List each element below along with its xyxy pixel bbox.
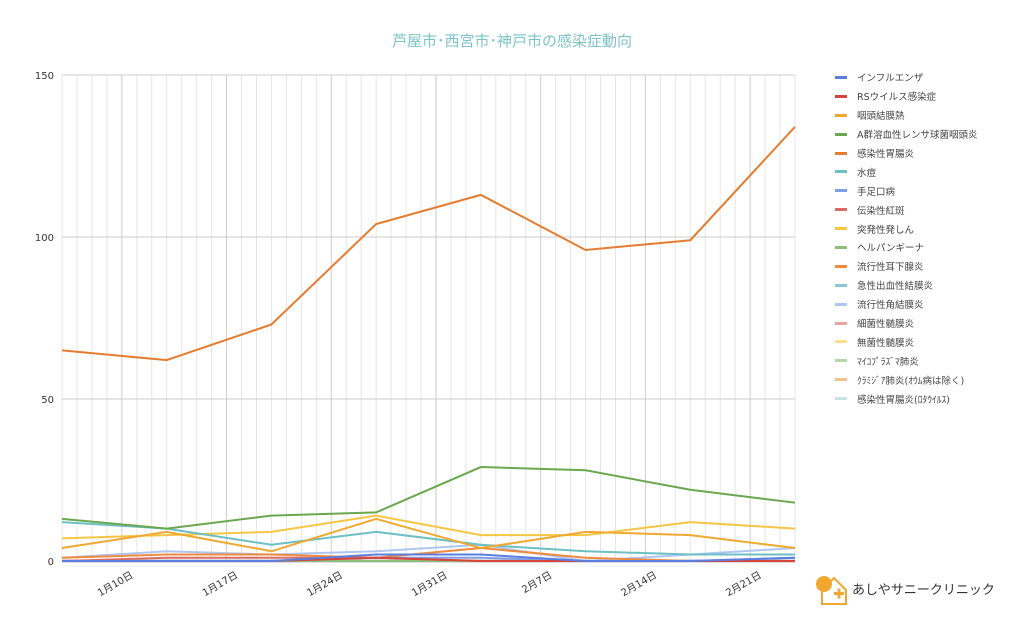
legend-swatch xyxy=(835,113,847,117)
legend-item[interactable]: ﾏｲｺﾌﾟﾗｽﾞﾏ肺炎 xyxy=(835,351,978,370)
legend-swatch xyxy=(835,208,847,212)
legend-label: ﾏｲｺﾌﾟﾗｽﾞﾏ肺炎 xyxy=(857,356,919,368)
series-line xyxy=(61,466,796,530)
sun-house-icon xyxy=(816,576,847,605)
legend-item[interactable]: 伝染性紅斑 xyxy=(835,200,978,219)
legend-swatch xyxy=(835,264,847,268)
legend-label: RSウイルス感染症 xyxy=(857,92,937,104)
legend-item[interactable]: 突発性発しん xyxy=(835,219,978,238)
legend-swatch xyxy=(835,302,847,306)
legend-item[interactable]: 細菌性髄膜炎 xyxy=(835,314,978,333)
x-tick-label: 2月7日 xyxy=(520,569,554,596)
legend-label: 急性出血性結膜炎 xyxy=(857,281,934,293)
legend-item[interactable]: 咽頭結膜熱 xyxy=(835,106,978,125)
series-line xyxy=(61,126,796,362)
legend-item[interactable]: ｸﾗﾐｼﾞｱ肺炎(ｵｳﾑ病は除く) xyxy=(835,370,978,389)
legend-label: 手足口病 xyxy=(857,186,896,198)
legend-label: 感染性胃腸炎 xyxy=(857,149,915,160)
legend-label: 伝染性紅斑 xyxy=(857,205,905,217)
legend-label: 無菌性髄膜炎 xyxy=(857,337,915,349)
legend-item[interactable]: RSウイルス感染症 xyxy=(835,87,978,106)
legend-swatch xyxy=(835,189,847,193)
legend-label: 突発性発しん xyxy=(857,224,915,236)
y-tick-label: 50 xyxy=(41,395,54,406)
series-line xyxy=(61,543,796,563)
x-tick-label: 1月24日 xyxy=(305,569,345,599)
legend-item[interactable]: インフルエンザ xyxy=(835,68,978,87)
legend-label: 感染性胃腸炎(ﾛﾀｳｲﾙｽ) xyxy=(857,394,950,406)
legend-item[interactable]: 感染性胃腸炎 xyxy=(835,144,978,163)
legend-label: 細菌性髄膜炎 xyxy=(857,319,915,331)
chart-title: 芦屋市･西宮市･神戸市の感染症動向 xyxy=(391,32,632,50)
legend-label: 流行性耳下腺炎 xyxy=(857,262,924,274)
legend-swatch xyxy=(835,397,847,401)
legend-swatch xyxy=(835,359,847,363)
legend-label: ｸﾗﾐｼﾞｱ肺炎(ｵｳﾑ病は除く) xyxy=(857,375,965,387)
legend-item[interactable]: 感染性胃腸炎(ﾛﾀｳｲﾙｽ) xyxy=(835,389,978,408)
y-tick-label: 0 xyxy=(48,557,54,568)
clinic-logo: あしやサニークリニック xyxy=(812,570,995,606)
legend-item[interactable]: 水痘 xyxy=(835,162,978,181)
legend-item[interactable]: 急性出血性結膜炎 xyxy=(835,276,978,295)
legend-swatch xyxy=(835,151,847,155)
legend-label: 流行性角結膜炎 xyxy=(857,300,924,312)
legend-swatch xyxy=(835,227,847,231)
legend-swatch xyxy=(835,132,847,136)
legend-swatch xyxy=(835,283,847,287)
x-tick-label: 1月31日 xyxy=(410,569,450,599)
logo-text: あしやサニークリニック xyxy=(852,582,995,598)
x-tick-label: 2月21日 xyxy=(724,569,764,599)
legend-item[interactable]: 手足口病 xyxy=(835,181,978,200)
legend-item[interactable]: 無菌性髄膜炎 xyxy=(835,332,978,351)
legend-swatch xyxy=(835,245,847,249)
legend-swatch xyxy=(835,94,847,98)
y-tick-label: 100 xyxy=(35,233,54,244)
legend-label: ヘルパンギーナ xyxy=(857,243,924,255)
legend-item[interactable]: 流行性耳下腺炎 xyxy=(835,257,978,276)
legend-swatch xyxy=(835,378,847,382)
legend-swatch xyxy=(835,170,847,174)
legend-item[interactable]: A群溶血性レンサ球菌咽頭炎 xyxy=(835,125,978,144)
legend-swatch xyxy=(835,75,847,79)
legend-swatch xyxy=(835,340,847,344)
legend-item[interactable]: 流行性角結膜炎 xyxy=(835,295,978,314)
series-line xyxy=(62,553,796,562)
legend-label: インフルエンザ xyxy=(857,73,924,85)
legend-label: 水痘 xyxy=(857,167,877,179)
legend-swatch xyxy=(835,321,847,325)
x-tick-label: 1月17日 xyxy=(200,569,240,599)
y-tick-label: 150 xyxy=(35,71,54,82)
x-tick-label: 1月10日 xyxy=(95,569,135,599)
legend-label: 咽頭結膜熱 xyxy=(857,111,905,123)
x-tick-label: 2月14日 xyxy=(619,569,659,599)
legend-item[interactable]: ヘルパンギーナ xyxy=(835,238,978,257)
series-line xyxy=(61,521,795,556)
legend: インフルエンザ RSウイルス感染症 咽頭結膜熱 A群溶血性レンサ球菌咽頭炎 感染性胃腸炎… xyxy=(835,68,978,408)
legend-label: A群溶血性レンサ球菌咽頭炎 xyxy=(857,130,978,142)
series-line xyxy=(61,517,796,553)
